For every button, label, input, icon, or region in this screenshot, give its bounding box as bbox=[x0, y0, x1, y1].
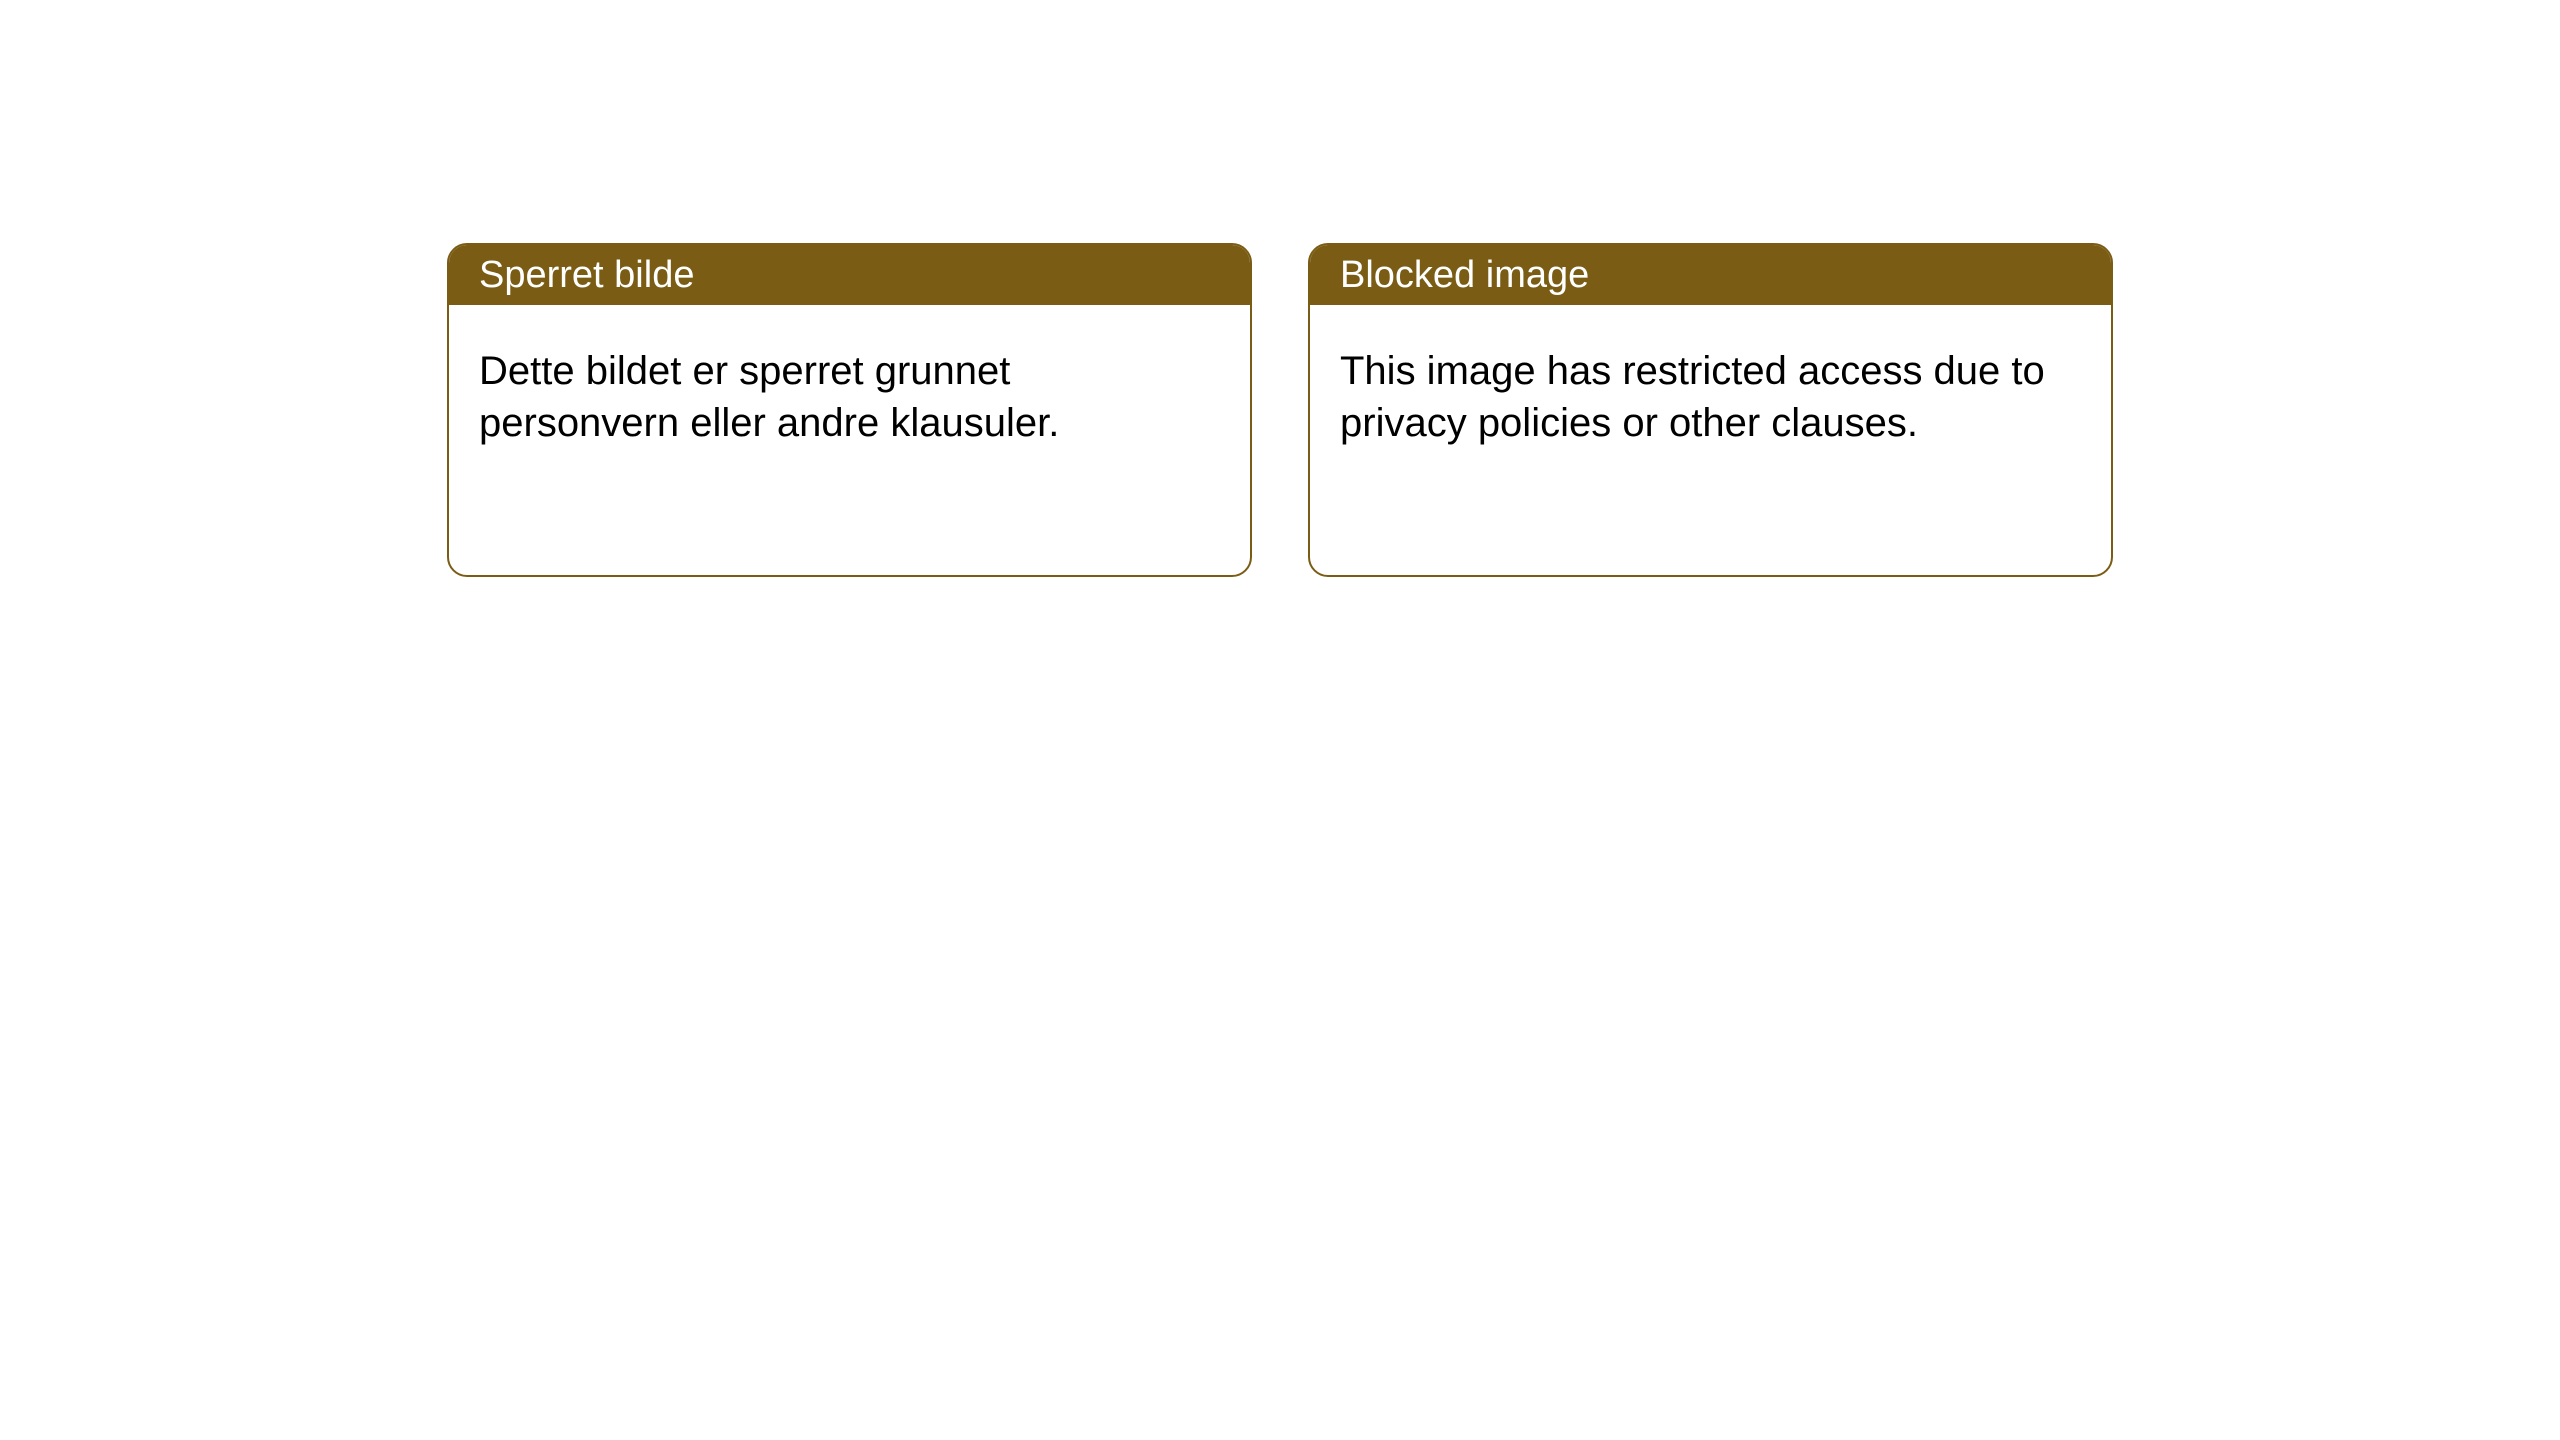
card-header: Sperret bilde bbox=[449, 245, 1250, 305]
card-body-text: Dette bildet er sperret grunnet personve… bbox=[479, 349, 1059, 445]
cards-container: Sperret bilde Dette bildet er sperret gr… bbox=[0, 0, 2560, 577]
card-body: This image has restricted access due to … bbox=[1310, 305, 2111, 479]
card-body-text: This image has restricted access due to … bbox=[1340, 349, 2045, 445]
card-header: Blocked image bbox=[1310, 245, 2111, 305]
card-body: Dette bildet er sperret grunnet personve… bbox=[449, 305, 1250, 479]
blocked-image-card-no: Sperret bilde Dette bildet er sperret gr… bbox=[447, 243, 1252, 577]
blocked-image-card-en: Blocked image This image has restricted … bbox=[1308, 243, 2113, 577]
card-header-text: Blocked image bbox=[1340, 254, 1589, 297]
card-header-text: Sperret bilde bbox=[479, 254, 694, 297]
